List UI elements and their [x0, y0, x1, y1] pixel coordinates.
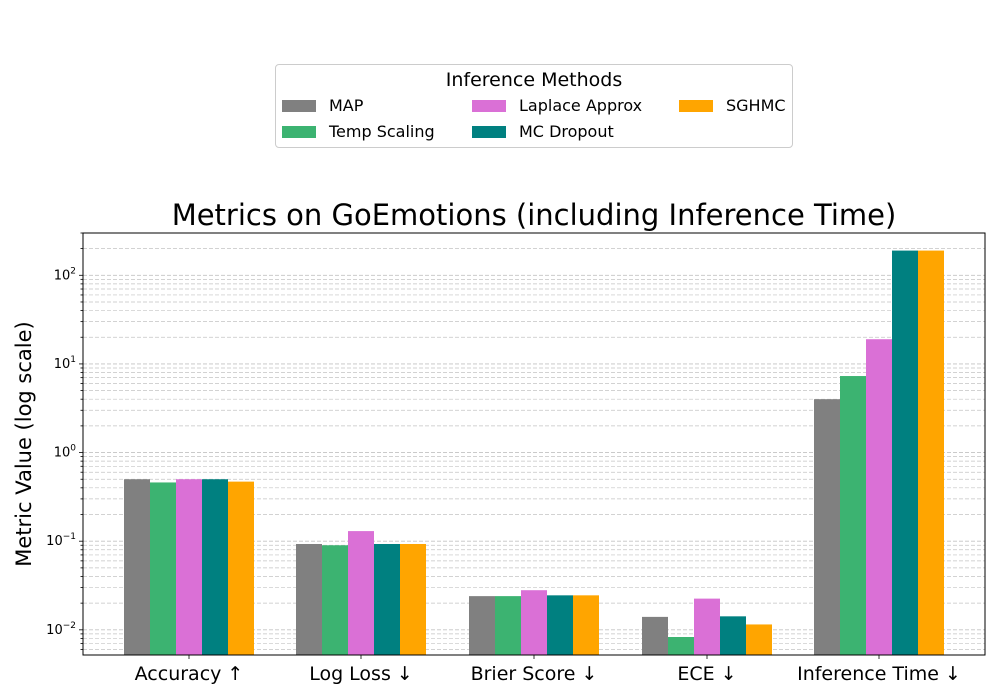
legend-label: Laplace Approx [519, 96, 643, 115]
bar [495, 596, 521, 655]
legend-item: Temp Scaling [282, 122, 435, 141]
bar [124, 479, 150, 655]
bar [296, 543, 322, 655]
legend-item: Laplace Approx [472, 96, 642, 115]
bars [124, 250, 944, 655]
y-tick-label: 10−1 [46, 532, 76, 549]
y-axis-ticks: 10−2 10−1 100 101 102 [46, 232, 83, 650]
x-tick-label: Inference Time ↓ [797, 663, 961, 685]
bar [918, 250, 944, 655]
bar [866, 339, 892, 655]
legend-item: MAP [282, 96, 363, 115]
legend-label: MAP [329, 96, 364, 115]
bar [720, 616, 746, 655]
x-tick-label: Brier Score ↓ [471, 663, 598, 685]
x-tick-label: Accuracy ↑ [135, 663, 244, 685]
bar [892, 250, 918, 655]
bar [228, 481, 254, 655]
bar [348, 531, 374, 655]
legend-title: Inference Methods [445, 69, 623, 91]
x-axis-ticks: Accuracy ↑ Log Loss ↓ Brier Score ↓ ECE ↓ In… [135, 655, 961, 685]
bar [176, 479, 202, 655]
bar [694, 598, 720, 655]
bar [840, 376, 866, 655]
legend-item: MC Dropout [472, 122, 614, 141]
legend-swatch [282, 125, 316, 138]
bar [547, 595, 573, 655]
y-tick-label: 10−2 [46, 621, 76, 638]
bar [642, 616, 668, 655]
bar [746, 624, 772, 655]
y-tick-label: 100 [54, 444, 77, 461]
bar [374, 543, 400, 655]
bar [814, 399, 840, 655]
bar [202, 479, 228, 655]
legend-label: SGHMC [726, 96, 786, 115]
bar [469, 596, 495, 655]
legend-swatch [472, 99, 506, 112]
x-tick-label: Log Loss ↓ [309, 663, 413, 685]
bar [573, 595, 599, 655]
legend-item: SGHMC [679, 96, 786, 115]
bar [322, 545, 348, 655]
bar [400, 543, 426, 655]
x-tick-label: ECE ↓ [677, 663, 736, 685]
bar [668, 637, 694, 655]
legend-swatch [282, 99, 316, 112]
legend: Inference Methods MAP Temp Scaling Laplace… [275, 64, 793, 148]
y-tick-label: 102 [54, 266, 76, 283]
legend-swatch [472, 125, 506, 138]
y-tick-label: 101 [54, 355, 76, 372]
bar [521, 590, 547, 655]
legend-swatch [679, 99, 713, 112]
legend-label: MC Dropout [519, 122, 614, 141]
y-axis-label: Metric Value (log scale) [12, 321, 36, 567]
legend-label: Temp Scaling [329, 122, 435, 141]
bar [150, 482, 176, 655]
chart-title: Metrics on GoEmotions (including Inferen… [172, 198, 897, 232]
